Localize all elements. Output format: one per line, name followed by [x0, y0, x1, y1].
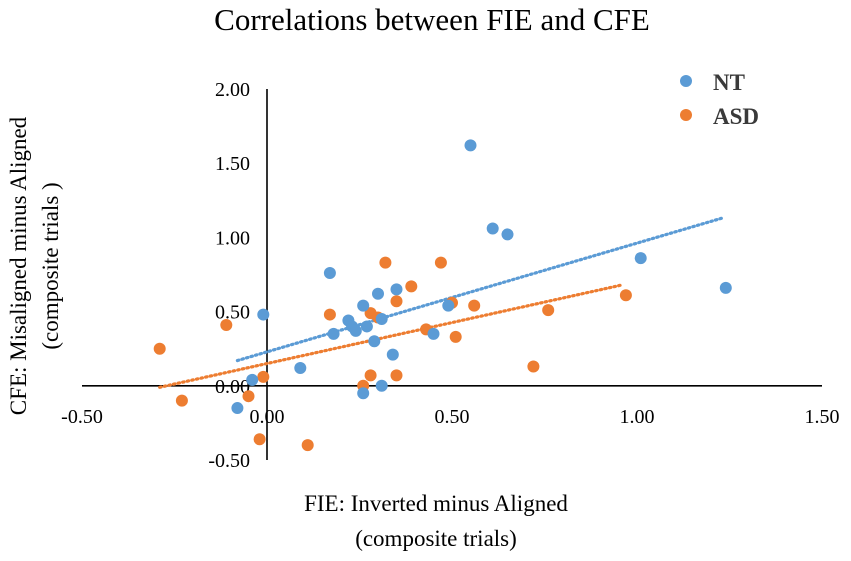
point-asd: [175, 394, 188, 407]
point-nt: [257, 308, 270, 321]
point-nt: [349, 324, 362, 337]
point-asd: [253, 433, 266, 446]
legend: NT ASD: [680, 70, 759, 129]
x-tick-label: 0.50: [435, 406, 470, 428]
point-asd: [390, 369, 403, 382]
point-nt: [294, 361, 307, 374]
point-asd: [379, 256, 392, 269]
trendlines: [158, 216, 724, 389]
point-asd: [527, 360, 540, 373]
point-asd: [405, 280, 418, 293]
x-tick-labels: -0.50 0.00 0.50 1.00 1.50: [61, 406, 839, 428]
axes: [82, 89, 822, 460]
point-asd: [301, 439, 314, 452]
trendline-nt: [235, 216, 724, 363]
trendline-asd: [158, 283, 624, 389]
y-tick-labels: -0.50 0.00 0.50 1.00 1.50 2.00: [208, 79, 250, 472]
point-nt: [464, 139, 477, 152]
point-asd: [390, 295, 403, 308]
y-axis-label-line1: CFE: Misaligned minus Aligned: [6, 116, 31, 415]
point-asd: [257, 370, 270, 383]
x-axis-label-line2: (composite trials): [355, 526, 517, 551]
y-tick-label: 1.00: [215, 227, 250, 249]
y-tick-label: 2.00: [215, 79, 250, 101]
point-nt: [368, 335, 381, 348]
legend-marker-nt: [680, 75, 692, 87]
point-nt: [486, 222, 499, 235]
point-asd: [323, 308, 336, 321]
legend-marker-asd: [680, 109, 692, 121]
point-asd: [364, 369, 377, 382]
point-nt: [386, 348, 399, 361]
point-nt: [719, 281, 732, 294]
chart-title: Correlations between FIE and CFE: [214, 2, 650, 37]
x-tick-label: -0.50: [61, 406, 103, 428]
point-asd: [434, 256, 447, 269]
point-nt: [357, 387, 370, 400]
point-asd: [449, 330, 462, 343]
x-tick-label: 1.00: [620, 406, 655, 428]
point-asd: [542, 304, 555, 317]
point-asd: [468, 299, 481, 312]
legend-label-asd: ASD: [713, 104, 759, 129]
point-nt: [634, 252, 647, 265]
data-points: [153, 139, 732, 452]
y-axis-label-line2: (composite trials ): [38, 182, 63, 349]
point-nt: [375, 313, 388, 326]
point-nt: [390, 283, 403, 296]
point-nt: [327, 327, 340, 340]
point-nt: [357, 299, 370, 312]
point-asd: [619, 289, 632, 302]
point-nt: [427, 327, 440, 340]
point-nt: [375, 379, 388, 392]
legend-label-nt: NT: [713, 70, 745, 95]
point-nt: [360, 320, 373, 333]
x-axis-label-line1: FIE: Inverted minus Aligned: [304, 491, 568, 516]
y-tick-label: 1.50: [215, 153, 250, 175]
point-nt: [246, 373, 259, 386]
point-nt: [501, 228, 514, 241]
point-nt: [442, 299, 455, 312]
point-nt: [231, 402, 244, 415]
point-nt: [323, 267, 336, 280]
point-asd: [153, 342, 166, 355]
y-tick-label: -0.50: [208, 450, 250, 472]
x-tick-label: 1.50: [805, 406, 840, 428]
y-tick-label: 0.00: [215, 376, 250, 398]
point-nt: [372, 287, 384, 300]
point-asd: [220, 318, 233, 331]
x-tick-label: 0.00: [250, 406, 285, 428]
point-asd: [242, 390, 255, 403]
y-tick-label: 0.50: [215, 302, 250, 324]
